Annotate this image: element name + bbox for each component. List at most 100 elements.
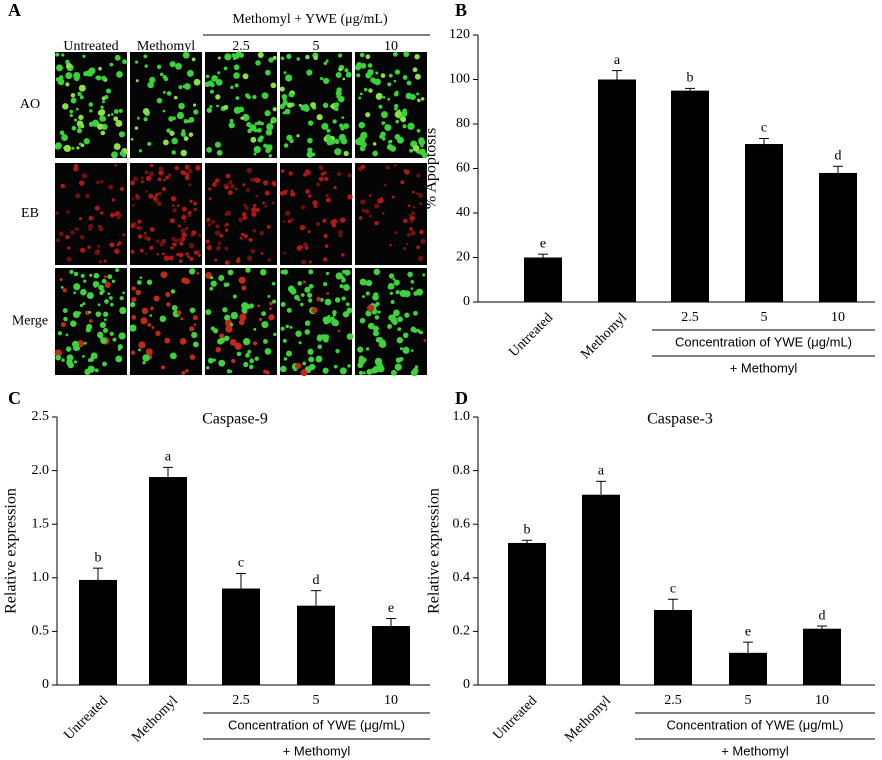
cell bbox=[78, 142, 82, 146]
cell bbox=[118, 332, 126, 340]
cell bbox=[87, 365, 95, 373]
cell bbox=[159, 72, 164, 77]
cell bbox=[365, 112, 371, 118]
cell bbox=[303, 242, 308, 248]
cell bbox=[268, 154, 272, 158]
cell bbox=[191, 331, 198, 339]
cell bbox=[390, 369, 397, 376]
cell bbox=[69, 109, 74, 114]
cell bbox=[111, 198, 115, 202]
error-bar bbox=[93, 567, 103, 580]
cell bbox=[394, 363, 402, 371]
cell bbox=[197, 253, 201, 257]
cell bbox=[223, 104, 229, 110]
cell bbox=[318, 176, 324, 182]
cell bbox=[359, 145, 366, 152]
cell bbox=[166, 91, 172, 96]
cell bbox=[79, 95, 84, 100]
cell bbox=[94, 368, 99, 373]
cell bbox=[70, 320, 77, 327]
cell bbox=[330, 104, 334, 109]
cell bbox=[315, 221, 321, 227]
cell bbox=[304, 169, 311, 175]
cell bbox=[63, 316, 68, 322]
cell bbox=[320, 77, 324, 81]
cell bbox=[109, 331, 114, 336]
cell bbox=[130, 350, 136, 355]
cell bbox=[130, 223, 136, 229]
cell bbox=[134, 60, 139, 64]
cell bbox=[402, 124, 407, 129]
cell bbox=[166, 302, 171, 307]
error-bar bbox=[612, 70, 622, 80]
cell bbox=[333, 185, 337, 190]
cell bbox=[165, 291, 171, 298]
cell bbox=[286, 134, 293, 141]
significance-letter: a bbox=[165, 450, 172, 465]
y-tick-label: 0.5 bbox=[32, 624, 50, 639]
cell bbox=[118, 213, 123, 218]
cell bbox=[178, 102, 185, 110]
x-tick-label: Methomyl bbox=[578, 310, 630, 362]
cell bbox=[261, 311, 267, 317]
cell bbox=[306, 69, 313, 76]
cell bbox=[334, 138, 340, 145]
column-label: 2.5 bbox=[232, 39, 250, 54]
cell bbox=[74, 118, 78, 122]
cell bbox=[73, 75, 80, 82]
cell bbox=[98, 226, 104, 232]
cell bbox=[412, 190, 415, 194]
cell bbox=[261, 321, 269, 329]
cell bbox=[119, 306, 127, 315]
cell bbox=[122, 233, 125, 237]
cell bbox=[224, 246, 229, 251]
chart-title: Caspase-3 bbox=[647, 411, 713, 428]
cell bbox=[65, 234, 70, 240]
cell bbox=[368, 88, 373, 93]
cell bbox=[322, 367, 329, 374]
cell bbox=[172, 208, 177, 213]
cell bbox=[243, 361, 249, 368]
group-label: Concentration of YWE (μg/mL) bbox=[666, 717, 843, 732]
cell bbox=[149, 76, 156, 84]
cell bbox=[76, 128, 82, 134]
cell bbox=[69, 113, 73, 118]
cell bbox=[223, 224, 227, 228]
cell bbox=[283, 357, 288, 361]
cell bbox=[172, 242, 176, 246]
cell bbox=[86, 69, 94, 77]
cell bbox=[136, 226, 140, 229]
cell bbox=[187, 214, 191, 218]
cell bbox=[178, 238, 183, 242]
cell bbox=[178, 259, 183, 263]
cell bbox=[282, 102, 287, 107]
cell bbox=[225, 337, 229, 341]
cell bbox=[193, 323, 197, 326]
cell bbox=[255, 194, 259, 198]
cell bbox=[341, 116, 345, 119]
cell bbox=[251, 211, 257, 217]
column-label: Untreated bbox=[63, 39, 118, 54]
cell bbox=[150, 163, 154, 168]
cell bbox=[61, 134, 68, 141]
cell bbox=[232, 294, 237, 299]
y-tick-label: 0.2 bbox=[453, 624, 471, 639]
cell bbox=[394, 231, 398, 235]
bar bbox=[671, 90, 709, 302]
y-tick-label: 1.0 bbox=[453, 409, 471, 424]
cell bbox=[143, 117, 148, 122]
cell bbox=[159, 315, 167, 323]
cell bbox=[423, 339, 427, 342]
cell bbox=[96, 180, 100, 185]
cell bbox=[183, 136, 189, 141]
cell bbox=[134, 126, 139, 130]
cell bbox=[254, 122, 258, 126]
cell bbox=[109, 62, 114, 67]
cell bbox=[88, 215, 94, 221]
significance-letter: b bbox=[524, 522, 531, 537]
cell bbox=[164, 337, 171, 344]
cell bbox=[101, 75, 107, 81]
cell bbox=[139, 276, 143, 279]
cell bbox=[324, 334, 330, 340]
cell bbox=[402, 246, 407, 251]
